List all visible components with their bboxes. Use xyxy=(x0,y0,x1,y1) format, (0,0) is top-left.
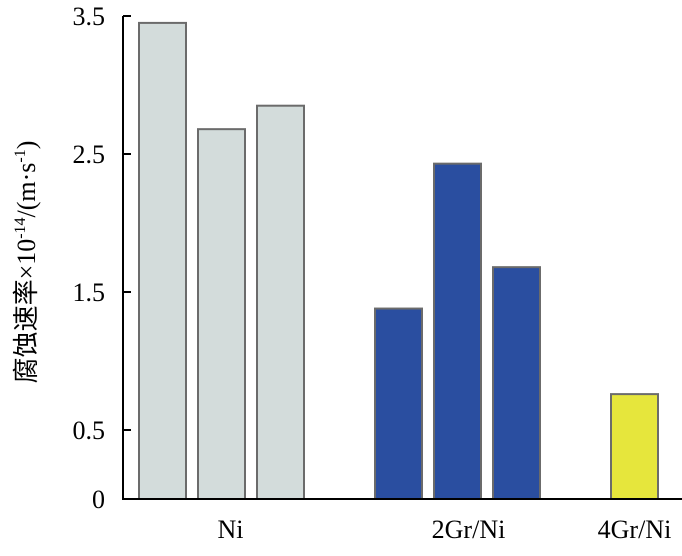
bar-2gr-ni-1 xyxy=(374,307,423,500)
bar-ni-3 xyxy=(256,104,305,500)
x-category-labels: Ni 2Gr/Ni 4Gr/Ni xyxy=(218,515,672,544)
bar-2gr-ni-2 xyxy=(433,162,482,500)
x-category-label: Ni xyxy=(218,515,244,544)
bars-layer xyxy=(138,21,659,501)
bar-4gr-ni-1 xyxy=(610,393,659,500)
y-axis-title: 腐蚀速率×10-14/(m·s-1) xyxy=(12,141,41,384)
y-tick-label: 0.5 xyxy=(73,416,106,445)
x-category-label: 4Gr/Ni xyxy=(598,515,672,544)
bar-2gr-ni-3 xyxy=(492,266,541,500)
bar-ni-2 xyxy=(197,128,246,500)
y-tick-label: 1.5 xyxy=(73,278,106,307)
y-tick-label: 3.5 xyxy=(73,2,106,31)
y-ticks: 0 0.5 1.5 2.5 3.5 xyxy=(73,2,131,514)
y-tick-label: 2.5 xyxy=(73,140,106,169)
bar-ni-1 xyxy=(138,21,187,501)
y-tick-label: 0 xyxy=(92,485,105,514)
x-category-label: 2Gr/Ni xyxy=(432,515,506,544)
